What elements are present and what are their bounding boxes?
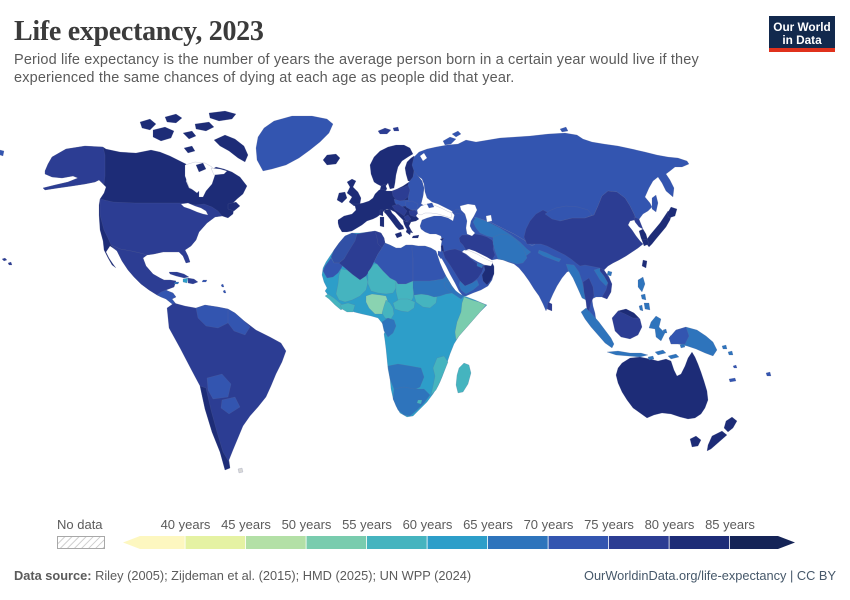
- svg-text:60 years: 60 years: [403, 517, 453, 532]
- svg-text:40 years: 40 years: [161, 517, 211, 532]
- svg-text:45 years: 45 years: [221, 517, 271, 532]
- svg-text:80 years: 80 years: [645, 517, 695, 532]
- svg-text:70 years: 70 years: [524, 517, 574, 532]
- svg-text:50 years: 50 years: [282, 517, 332, 532]
- svg-text:75 years: 75 years: [584, 517, 634, 532]
- svg-text:55 years: 55 years: [342, 517, 392, 532]
- svg-text:85 years: 85 years: [705, 517, 755, 532]
- svg-text:No data: No data: [57, 517, 103, 532]
- svg-text:65 years: 65 years: [463, 517, 513, 532]
